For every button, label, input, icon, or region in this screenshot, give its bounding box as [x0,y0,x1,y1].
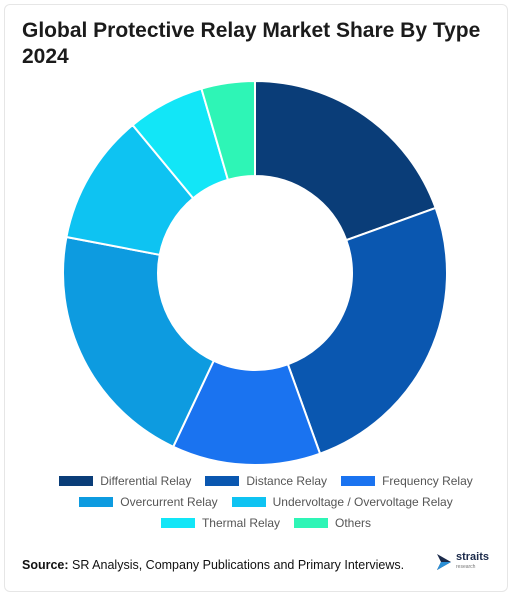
chart-frame [4,4,508,592]
legend-row: Overcurrent Relay Undervoltage / Overvol… [36,491,496,512]
legend-swatch [341,475,376,486]
legend-label: Frequency Relay [382,473,473,488]
legend-swatch [160,517,195,528]
legend-label: Undervoltage / Overvoltage Relay [272,494,453,509]
legend-item: Others [294,516,371,530]
legend-item: Frequency Relay [341,474,473,488]
legend-swatch [79,496,114,507]
legend-swatch [205,475,240,486]
legend-label: Overcurrent Relay [120,494,218,509]
legend-label: Thermal Relay [201,515,280,530]
logo-name: straits [456,551,490,563]
legend-label: Differential Relay [100,473,192,488]
legend-swatch [59,475,94,486]
legend-swatch [294,517,328,528]
legend-item: Thermal Relay [160,515,280,530]
source-note: Source: SR Analysis, Company Publication… [22,558,404,572]
source-label: Source: [22,558,69,572]
legend-item: Undervoltage / Overvoltage Relay [231,494,453,509]
legend-item: Distance Relay [205,474,327,488]
legend-item: Overcurrent Relay [79,494,218,509]
legend-label: Others [335,515,372,530]
chart-title: Global Protective Relay Market Share By … [22,19,481,68]
donut-slice-others [200,79,256,182]
donut-slice-distance-relay [286,206,448,455]
legend-item: Differential Relay [59,474,191,488]
donut-slice-overcurrent-relay [62,235,216,449]
legend-row: Thermal Relay Others [36,512,496,533]
source-text: SR Analysis, Company Publications and Pr… [72,558,405,572]
straits-logo-icon [437,554,451,570]
donut-chart [62,79,448,466]
chart-legend: Differential Relay Distance Relay Freque… [36,470,496,533]
donut-slice-differential-relay [254,79,437,242]
legend-label: Distance Relay [246,473,328,488]
legend-swatch [231,496,266,507]
logo-sub: research [456,564,476,570]
straits-logo: straits research [435,552,489,572]
legend-row: Differential Relay Distance Relay Freque… [36,470,496,491]
